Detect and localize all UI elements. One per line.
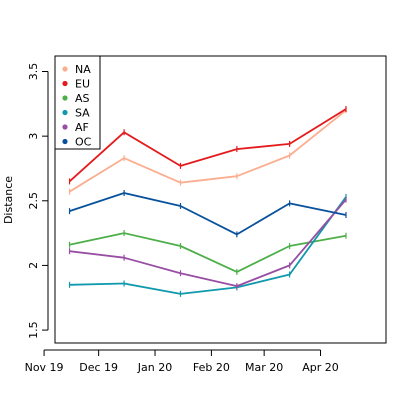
series-eu xyxy=(68,106,347,185)
x-tick-label: Nov 19 xyxy=(25,361,64,374)
series-line xyxy=(69,198,347,288)
legend-label: AF xyxy=(75,121,89,134)
y-tick-label: 3 xyxy=(27,133,40,140)
y-axis-label: Distance xyxy=(2,176,15,224)
legend-label: EU xyxy=(75,78,90,91)
y-axis: 1.5 2 2.5 3 3.5 xyxy=(27,63,49,339)
legend-label: OC xyxy=(75,136,92,149)
x-axis: Nov 19 Dec 19 Jan 20 Feb 20 Mar 20 Apr 20 xyxy=(25,349,339,374)
legend-marker xyxy=(62,95,68,101)
y-tick-label: 1.5 xyxy=(27,321,40,339)
series-group xyxy=(68,106,347,297)
series-line xyxy=(68,108,347,183)
plot-frame xyxy=(54,55,387,344)
y-tick-label: 2.5 xyxy=(27,192,40,210)
series-line xyxy=(69,196,347,295)
x-tick-label: Dec 19 xyxy=(79,361,118,374)
legend-marker xyxy=(62,66,68,72)
legend-marker xyxy=(62,109,68,116)
legend-label: NA xyxy=(75,63,91,76)
series-na xyxy=(68,107,347,195)
x-tick-label: Mar 20 xyxy=(245,361,283,374)
legend-label: AS xyxy=(75,92,90,105)
series-line xyxy=(69,232,347,273)
legend-marker xyxy=(62,80,68,87)
legend-label: SA xyxy=(75,107,90,120)
legend-marker xyxy=(62,138,68,145)
x-tick-label: Jan 20 xyxy=(137,361,172,374)
legend-box xyxy=(54,55,101,150)
legend-marker xyxy=(62,124,68,130)
y-tick-label: 2 xyxy=(27,262,40,269)
series-af xyxy=(68,196,347,290)
x-tick-label: Feb 20 xyxy=(193,361,230,374)
series-sa xyxy=(68,193,347,297)
x-tick-label: Apr 20 xyxy=(302,361,339,374)
series-as xyxy=(68,230,347,275)
series-oc xyxy=(68,190,347,238)
y-tick-label: 3.5 xyxy=(27,63,40,81)
series-line xyxy=(69,109,347,193)
series-line xyxy=(69,192,347,236)
